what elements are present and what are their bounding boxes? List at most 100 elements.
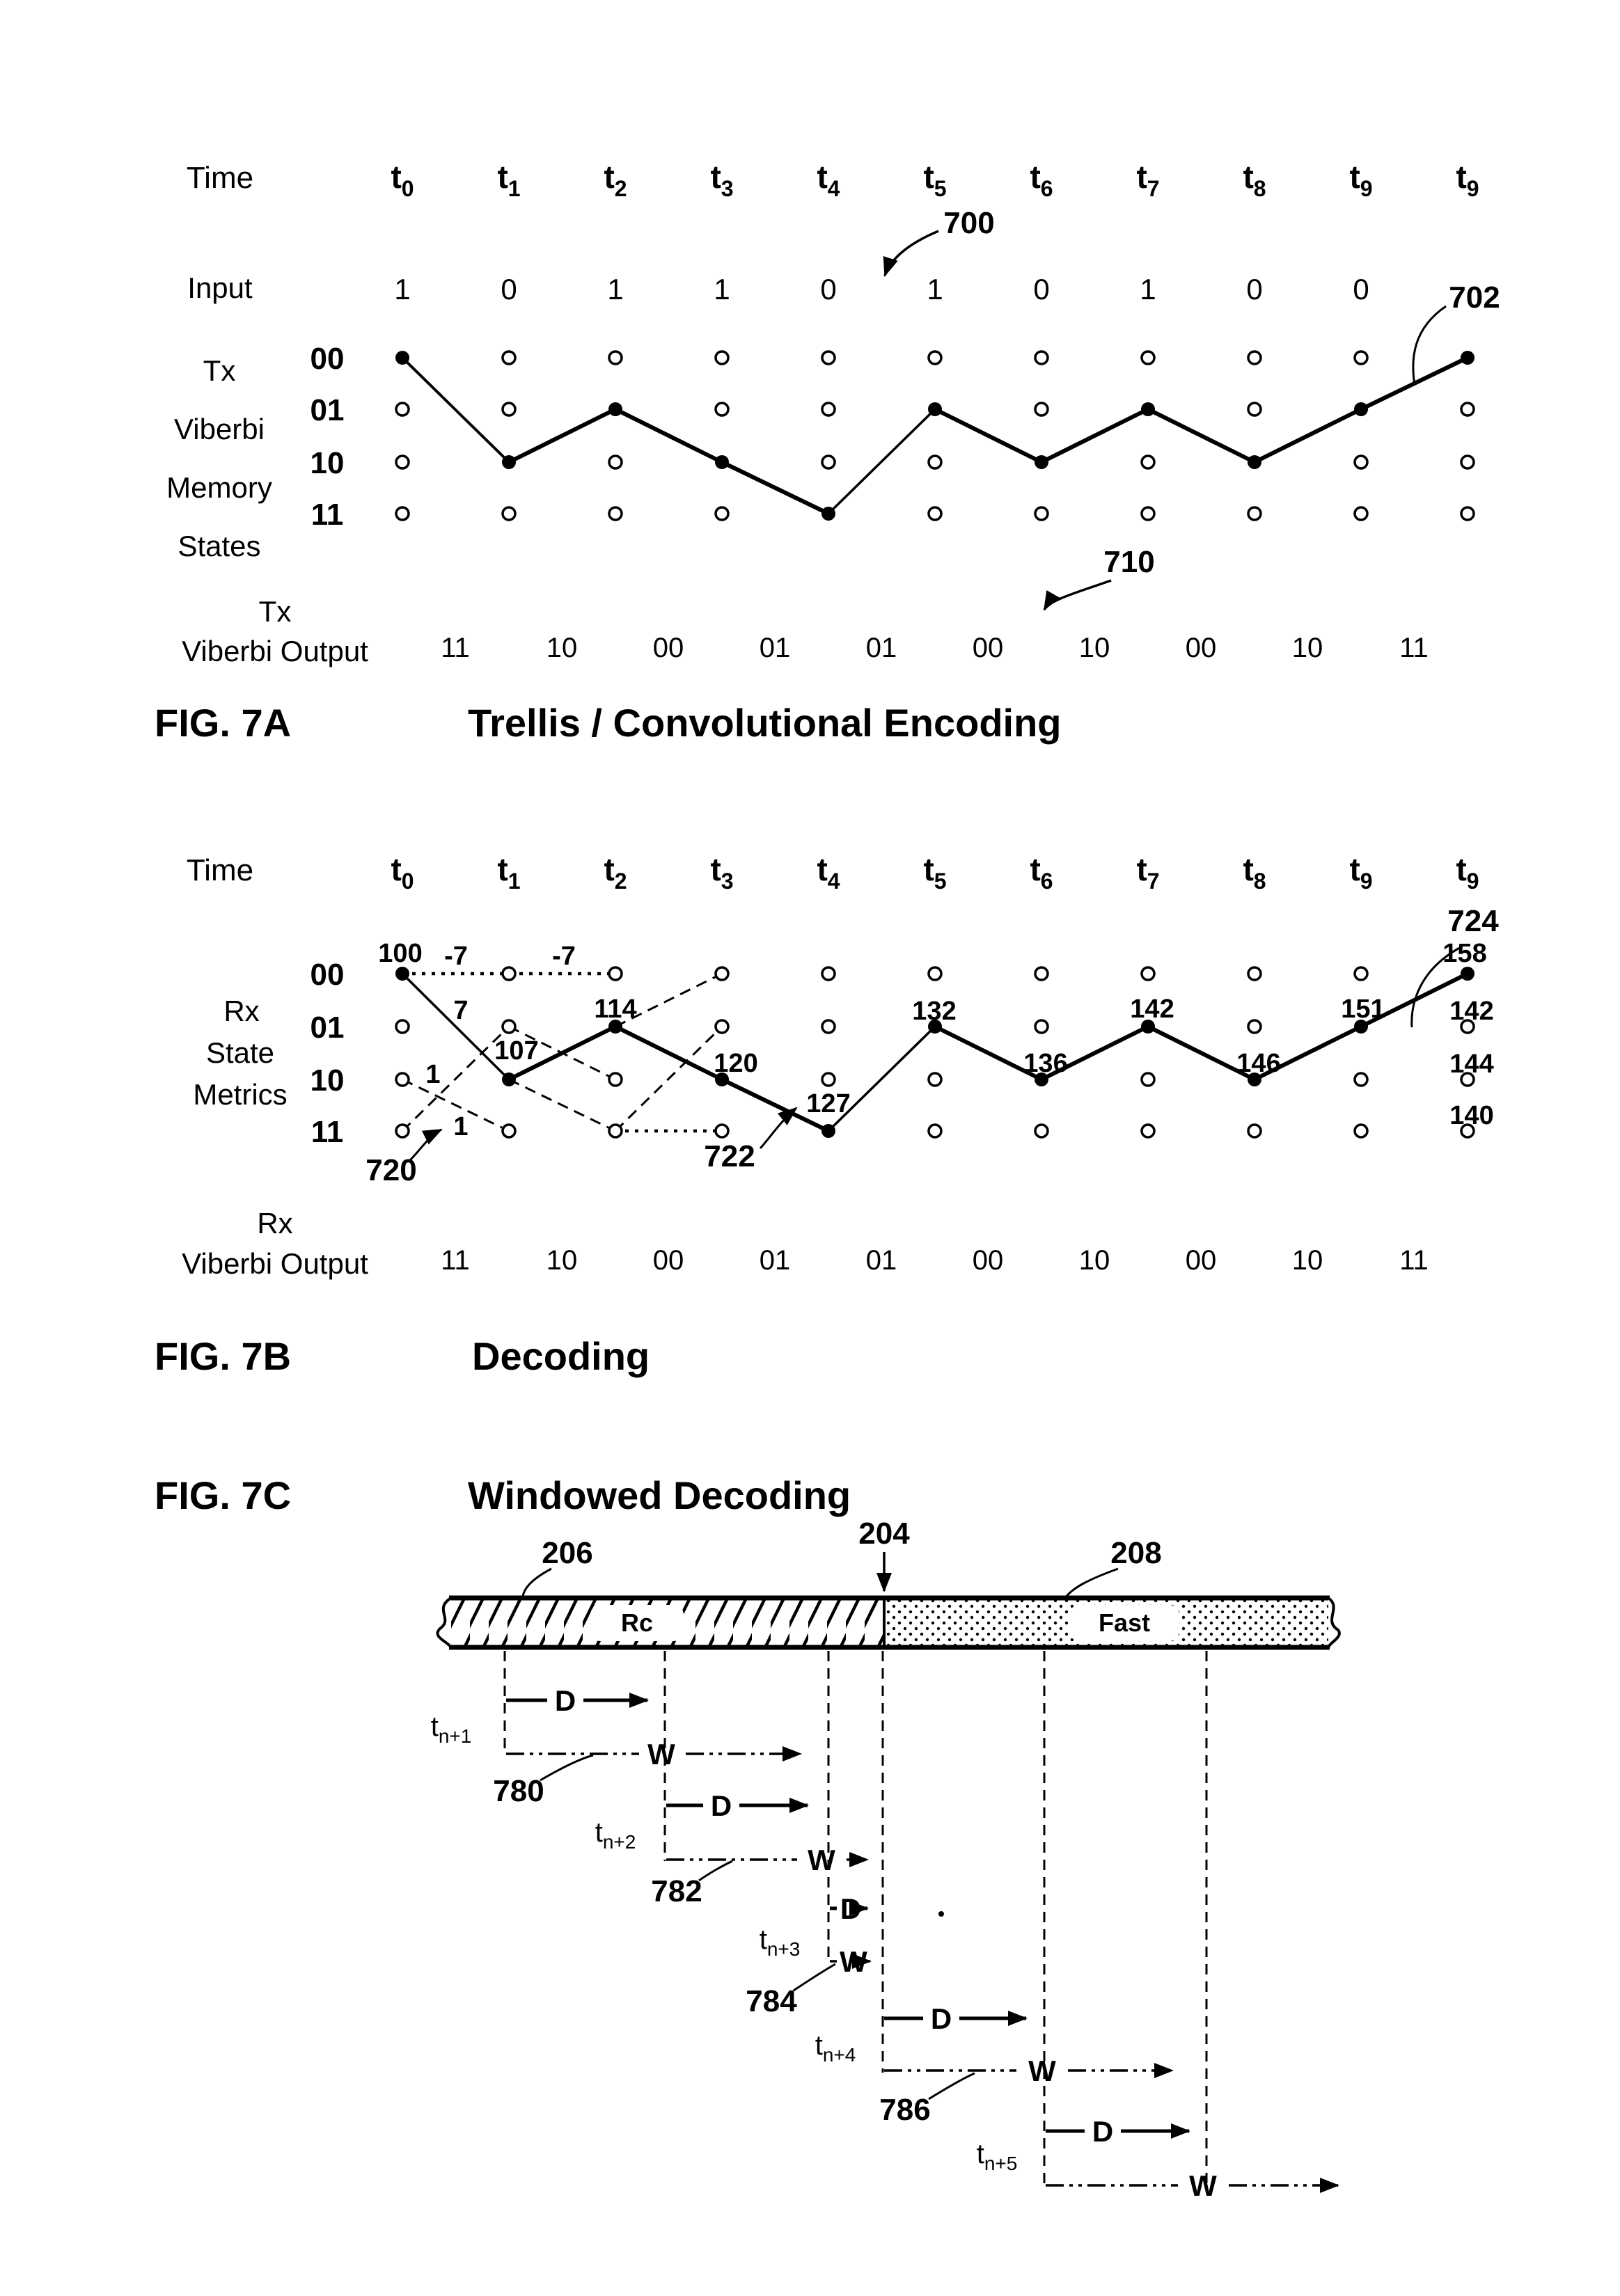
label-line: Viberbi Output [182,1247,368,1280]
node-filled [502,1072,516,1086]
output-pair: 00 [973,633,1004,663]
ref-710-leader-arrow [1043,579,1112,611]
ref-722-leader-arrow [759,1107,798,1149]
ref-782: 782 [651,1874,702,1908]
ref-784-leader [793,1963,836,1992]
output-pair: 01 [760,633,791,663]
output-pair: 11 [441,1245,470,1276]
fig7a-output-bits: 11 10 00 01 01 00 10 00 10 11 [441,633,1429,663]
time-tick: t1 [497,159,520,201]
node-open [395,454,410,470]
node-open [1460,454,1475,470]
node-filled [1461,967,1474,981]
output-pair: 11 [1399,633,1429,663]
ref-720-leader-arrow [408,1128,443,1162]
node-open [501,1019,517,1034]
ref-702-leader [1412,305,1447,386]
metric: 120 [714,1049,757,1078]
label-line: Rx [257,1207,292,1240]
output-pair: 01 [866,633,897,663]
decode-letter: D [555,1684,576,1717]
time-tick: t3 [710,159,733,201]
ref-722: 722 [704,1139,755,1173]
fig7b-state-row-labels: 00 01 10 11 [310,958,345,1149]
node-open [501,350,517,365]
node-open [1460,402,1475,417]
node-filled [1354,1020,1368,1034]
time-tick: t4 [817,159,840,201]
metric: 7 [453,996,468,1025]
time-tick: t6 [1030,851,1053,894]
label-line: Tx [259,595,292,628]
time-tick: t3 [710,851,733,894]
fig7c-caption: FIG. 7C [155,1473,291,1517]
node-open [501,506,517,521]
time-window-label: tn+1 [431,1711,472,1747]
node-open [1460,1123,1475,1139]
node-open [714,506,730,521]
metric: -7 [552,942,576,971]
window-letter: W [1189,2169,1217,2202]
node-open [1034,1123,1049,1139]
node-open [1034,1019,1049,1034]
ref-208-leader [1064,1567,1119,1599]
time-tick: t0 [391,159,414,201]
label-line: Metrics [193,1078,287,1111]
ref-710: 710 [1103,545,1154,579]
node-open [927,350,943,365]
output-pair: 10 [1079,633,1110,663]
node-open [1140,454,1156,470]
node-open [821,454,836,470]
label-line: Tx [203,354,236,387]
node-open [1247,1123,1262,1139]
node-open [501,402,517,417]
fast-label-box [1069,1605,1179,1641]
metric: 140 [1449,1101,1493,1130]
node-open [927,506,943,521]
time-tick: t2 [604,159,627,201]
node-open [927,454,943,470]
fig7b-title: Decoding [472,1334,650,1378]
fig7c-row-2: D tn+2 W 782 [595,1789,869,1908]
fig7a-title: Trellis / Convolutional Encoding [468,701,1062,745]
window-letter: W [840,1945,867,1978]
ref-724: 724 [1447,904,1499,938]
label-line: Viberbi [174,413,265,445]
node-filled [395,351,409,365]
node-filled [1035,455,1048,469]
metric: 132 [912,997,956,1026]
fig7a-grid-nodes [395,350,1475,521]
time-tick: t5 [923,851,946,894]
time-tick: t1 [497,851,520,894]
ref-702: 702 [1449,280,1500,315]
fig7b: Time t0 t1 t2 t3 t4 t5 t6 t7 t8 t9 t9 72… [155,851,1499,1378]
output-pair: 10 [1292,1245,1323,1276]
input-bit: 1 [1140,273,1156,306]
node-open [821,402,836,417]
metric: 127 [806,1089,850,1118]
state-label: 00 [310,342,345,376]
input-bit: 0 [820,273,836,306]
time-tick: t9 [1349,851,1372,894]
time-tick: t7 [1136,851,1159,894]
fig7b-output-label: Rx Viberbi Output [182,1207,368,1280]
fig7c-row-5: D tn+5 W [977,2115,1339,2202]
node-open [714,1123,730,1139]
node-open [714,1019,730,1034]
node-open [1140,506,1156,521]
label-line: State [206,1036,274,1069]
time-window-label: tn+4 [815,2030,856,2066]
metric: 136 [1023,1049,1067,1078]
metric: 158 [1442,939,1486,968]
node-open [1247,966,1262,981]
fig7a-input-label: Input [187,271,253,304]
rc-label-box [590,1605,684,1641]
fig7a-caption: FIG. 7A [155,701,291,745]
fig7a-time-ticks: t0 t1 t2 t3 t4 t5 t6 t7 t8 t9 t9 [391,159,1479,201]
ref-724-leader [1410,945,1463,1028]
output-pair: 01 [760,1245,791,1276]
time-tick: t5 [923,159,946,201]
fig7a-state-row-labels: 00 01 10 11 [310,342,345,532]
node-filled [821,507,835,521]
